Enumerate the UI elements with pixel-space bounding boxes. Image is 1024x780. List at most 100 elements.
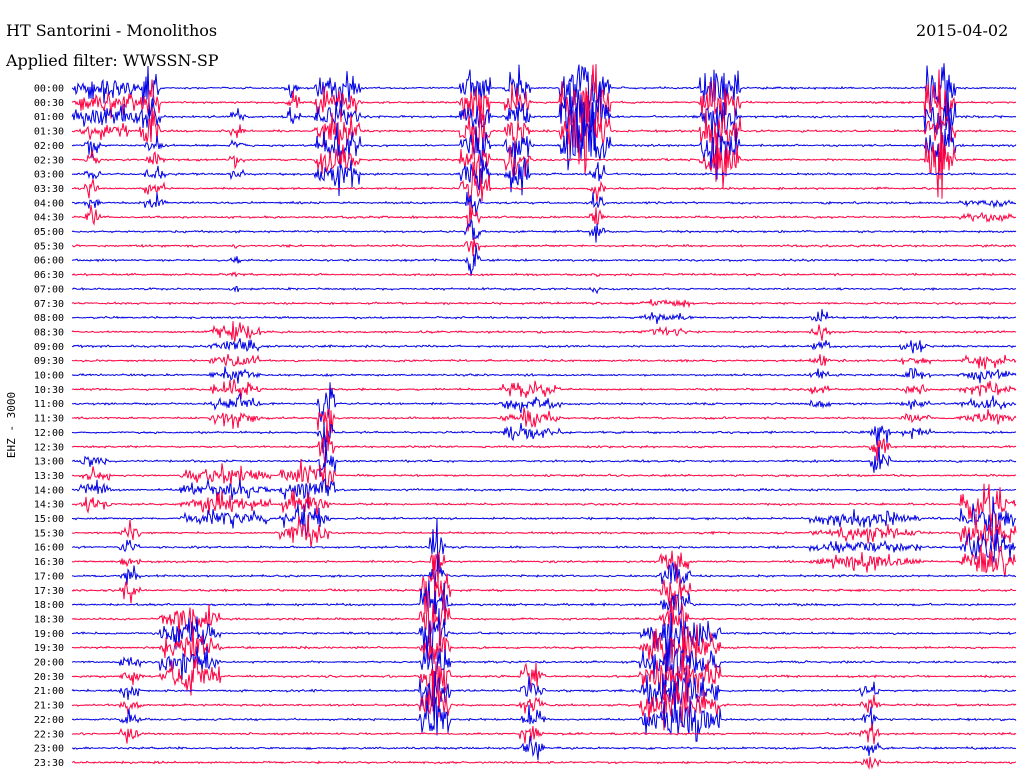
hour-label-1400: 14:00 [34,485,64,496]
hour-label-1130: 11:30 [34,414,64,425]
trace-line-0330 [71,161,1017,203]
trace-line-1130 [71,407,1017,439]
trace-line-0530 [71,237,1017,257]
hour-label-2100: 21:00 [34,686,64,697]
trace-line-2300 [72,735,1016,761]
trace-line-0400 [71,191,1017,217]
trace-line-0700 [71,285,1017,295]
trace-line-0200 [71,101,1017,180]
hour-label-0600: 06:00 [34,256,64,267]
trace-line-1430 [71,483,1017,527]
hour-label-1700: 17:00 [34,571,64,582]
hour-label-1630: 16:30 [34,557,64,568]
hour-label-0900: 09:00 [34,342,64,353]
hour-label-0230: 02:30 [34,155,64,166]
trace-line-1500 [72,496,1017,543]
trace-line-0230 [71,119,1017,199]
trace-line-1330 [71,458,1016,488]
trace-line-0100 [71,82,1017,152]
hour-label-0130: 01:30 [34,127,64,138]
hour-label-1000: 10:00 [34,371,64,382]
hour-label-1330: 13:30 [34,471,64,482]
chart-title: HT Santorini - Monolithos [6,21,217,40]
hour-label-0100: 01:00 [34,112,64,123]
channel-label: EHZ - 3000 [5,392,18,458]
trace-line-1930 [71,624,1016,680]
hour-label-layer: 00:00 00:30 01:00 01:30 02:00 02:30 03:00 03:30… [34,84,64,769]
hour-label-1800: 18:00 [34,600,64,611]
trace-line-0300 [71,157,1017,197]
hour-label-2030: 20:30 [34,672,64,683]
trace-line-2030 [72,652,1016,712]
trace-line-2100 [71,671,1017,721]
trace-line-1700 [72,554,1017,587]
trace-line-2130 [71,669,1017,731]
hour-label-0300: 03:00 [34,170,64,181]
trace-line-1030 [71,379,1017,400]
hour-label-0200: 02:00 [34,141,64,152]
hour-label-1200: 12:00 [34,428,64,439]
hour-label-0700: 07:00 [34,284,64,295]
hour-label-2300: 23:00 [34,744,64,755]
hour-label-2130: 21:30 [34,701,64,712]
trace-line-0630 [71,271,1016,278]
trace-line-0800 [71,309,1017,324]
trace-line-0730 [71,298,1017,309]
trace-line-0130 [71,84,1017,174]
trace-line-1300 [71,440,1017,477]
trace-line-1100 [71,382,1017,422]
hour-label-2200: 22:00 [34,715,64,726]
trace-line-1800 [71,580,1017,626]
chart-date: 2015-04-02 [916,21,1008,40]
hour-label-0000: 00:00 [34,84,64,95]
trace-line-2230 [71,723,1017,745]
hour-label-0930: 09:30 [34,356,64,367]
hour-label-1030: 10:30 [34,385,64,396]
trace-line-2000 [72,635,1017,700]
hour-label-1530: 15:30 [34,528,64,539]
trace-layer [71,63,1017,770]
hour-label-0530: 05:30 [34,241,64,252]
trace-line-1600 [71,518,1017,574]
trace-line-0500 [71,218,1017,243]
trace-line-0830 [71,321,1017,342]
hour-label-0500: 05:00 [34,227,64,238]
hour-label-0030: 00:30 [34,98,64,109]
hour-label-1600: 16:00 [34,543,64,554]
hour-label-0830: 08:30 [34,327,64,338]
trace-line-0930 [72,354,1017,370]
hour-label-0800: 08:00 [34,313,64,324]
trace-line-1830 [71,590,1017,643]
trace-line-1400 [71,477,1017,509]
trace-line-0600 [72,244,1016,276]
hour-label-1730: 17:30 [34,586,64,597]
trace-line-1200 [71,422,1017,454]
trace-line-0430 [72,201,1017,232]
trace-line-1000 [71,366,1017,384]
hour-label-0430: 04:30 [34,213,64,224]
filter-label: Applied filter: WWSSN-SP [5,51,219,70]
hour-label-0330: 03:30 [34,184,64,195]
trace-line-1730 [71,556,1016,622]
hour-label-0730: 07:30 [34,299,64,310]
trace-line-1630 [71,544,1017,586]
trace-line-0900 [71,338,1017,354]
trace-line-2330 [71,756,1017,770]
trace-line-1900 [71,608,1017,663]
hour-label-2330: 23:30 [34,758,64,769]
hour-label-2230: 22:30 [34,729,64,740]
hour-label-1430: 14:30 [34,500,64,511]
hour-label-1830: 18:30 [34,614,64,625]
hour-label-1230: 12:30 [34,442,64,453]
trace-line-0000 [71,63,1017,121]
hour-label-2000: 20:00 [34,658,64,669]
hour-label-0400: 04:00 [34,198,64,209]
hour-label-1500: 15:00 [34,514,64,525]
hour-label-1900: 19:00 [34,629,64,640]
hour-label-1100: 11:00 [34,399,64,410]
hour-label-0630: 06:30 [34,270,64,281]
trace-line-1530 [71,513,1017,550]
hour-label-1300: 13:00 [34,457,64,468]
trace-line-2200 [71,692,1017,742]
